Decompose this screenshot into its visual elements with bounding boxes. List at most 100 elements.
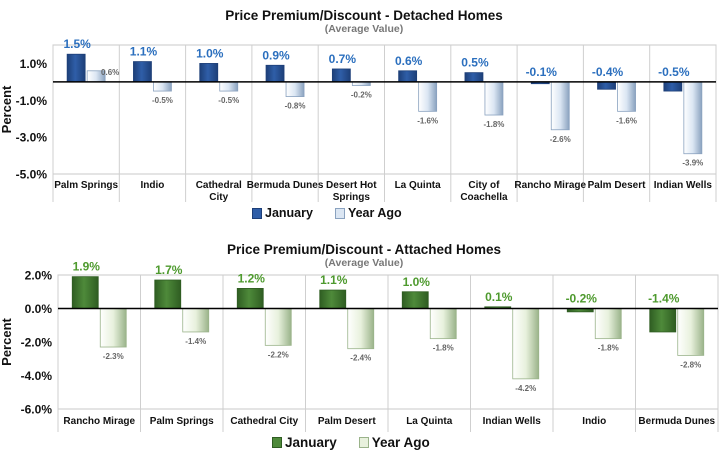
bar-year-ago — [683, 81, 703, 155]
data-label-year-ago: -2.3% — [103, 352, 124, 361]
chart-subtitle: (Average Value) — [324, 23, 404, 35]
detached-homes-chart: Price Premium/Discount - Detached Homes … — [0, 8, 717, 220]
bar-year-ago — [418, 81, 438, 112]
category-label: Indio — [141, 180, 165, 191]
legend-item-year-ago: Year Ago — [334, 206, 402, 220]
data-label-year-ago: -2.6% — [550, 135, 571, 144]
y-tick-label: 1.0% — [20, 57, 48, 71]
data-label-january: 0.9% — [262, 48, 290, 62]
bar-january — [71, 276, 99, 309]
bar-year-ago — [219, 81, 239, 92]
data-label-january: 1.0% — [403, 275, 431, 289]
data-label-january: 1.7% — [155, 263, 183, 277]
category-label: Desert Hot — [326, 180, 377, 191]
category-label: Coachella — [460, 192, 508, 203]
data-label-year-ago: -4.2% — [515, 384, 536, 393]
data-label-year-ago: -0.2% — [351, 91, 372, 100]
bar-january — [236, 288, 264, 309]
chart-subtitle: (Average Value) — [324, 257, 404, 269]
legend-label-january: January — [285, 435, 337, 450]
y-tick-label: 2.0% — [25, 269, 53, 283]
bar-year-ago — [677, 308, 705, 356]
category-label: Rancho Mirage — [514, 180, 586, 191]
category-label: Indian Wells — [654, 180, 713, 191]
data-label-january: 0.7% — [329, 52, 357, 66]
bar-january — [331, 68, 351, 83]
category-label: Palm Springs — [150, 416, 214, 427]
y-tick-label: -6.0% — [21, 403, 53, 417]
legend-swatch-year-ago — [334, 207, 345, 219]
bar-year-ago — [153, 81, 172, 92]
data-label-january: 1.1% — [130, 45, 158, 59]
bar-january — [649, 308, 677, 333]
bar-january — [154, 279, 182, 309]
data-label-january: 1.5% — [63, 37, 91, 51]
data-label-year-ago: -0.8% — [285, 102, 306, 111]
data-label-year-ago: -1.4% — [185, 337, 206, 346]
legend-item-year-ago: Year Ago — [358, 435, 430, 450]
bar-january — [597, 81, 616, 90]
data-label-january: 0.1% — [485, 290, 513, 304]
bar-january — [401, 291, 429, 309]
data-label-january: -0.1% — [526, 65, 558, 79]
legend-label-year-ago: Year Ago — [347, 206, 402, 220]
data-label-year-ago: -0.5% — [152, 96, 173, 105]
data-label-january: -0.2% — [566, 292, 598, 306]
data-label-year-ago: -1.8% — [433, 344, 454, 353]
data-label-year-ago: -2.2% — [268, 350, 289, 359]
attached-homes-chart: Price Premium/Discount - Attached Homes … — [0, 236, 728, 456]
category-label: Springs — [333, 192, 371, 203]
legend-label-year-ago: Year Ago — [371, 435, 430, 450]
data-label-year-ago: -1.8% — [598, 344, 619, 353]
legend-item-january: January — [252, 206, 313, 220]
legend-swatch-january — [272, 437, 282, 448]
chart-title: Price Premium/Discount - Detached Homes — [225, 8, 503, 23]
category-label: City of — [468, 180, 500, 191]
legend-swatch-year-ago — [358, 437, 369, 448]
data-label-year-ago: -1.6% — [616, 116, 637, 125]
data-label-january: 1.0% — [196, 46, 224, 60]
data-label-year-ago: -1.8% — [483, 120, 504, 129]
data-label-january: 1.1% — [320, 273, 348, 287]
bar-year-ago — [550, 81, 570, 131]
data-label-year-ago: -0.5% — [218, 96, 239, 105]
bar-january — [199, 63, 219, 83]
data-label-january: -0.5% — [658, 65, 690, 79]
data-label-january: 0.5% — [461, 56, 489, 70]
y-tick-label: -2.0% — [21, 336, 53, 350]
legend-label-january: January — [265, 206, 313, 220]
category-label: Palm Desert — [588, 180, 646, 191]
category-label: Palm Springs — [54, 180, 118, 191]
data-label-year-ago: 0.6% — [101, 68, 119, 77]
category-label: Rancho Mirage — [63, 416, 135, 427]
bar-january — [398, 70, 418, 83]
data-label-january: 1.9% — [73, 260, 101, 274]
data-label-year-ago: -2.4% — [350, 354, 371, 363]
bar-year-ago — [99, 308, 127, 348]
category-label: Bermuda Dunes — [247, 180, 324, 191]
category-label: Palm Desert — [318, 416, 376, 427]
bar-year-ago — [429, 308, 457, 340]
category-label: City — [209, 192, 228, 203]
bar-year-ago — [264, 308, 292, 346]
bar-year-ago — [594, 308, 622, 340]
bar-year-ago — [285, 81, 305, 97]
y-tick-label: -5.0% — [16, 168, 48, 182]
category-label: Cathedral — [196, 180, 242, 191]
y-tick-label: -3.0% — [16, 131, 48, 145]
y-axis-label: Percent — [0, 317, 14, 365]
data-label-year-ago: -3.9% — [682, 159, 703, 168]
bar-year-ago — [484, 81, 504, 116]
data-label-january: 1.2% — [238, 271, 266, 285]
bar-january — [663, 81, 683, 92]
bar-january — [265, 64, 285, 83]
bar-year-ago — [617, 81, 636, 112]
chart-title: Price Premium/Discount - Attached Homes — [226, 242, 502, 257]
bar-january — [464, 72, 484, 83]
bar-january — [133, 61, 152, 83]
category-label: Indio — [582, 416, 606, 427]
legend-swatch-january — [252, 207, 262, 219]
bar-january — [66, 53, 86, 83]
legend: January Year Ago — [272, 435, 448, 450]
y-tick-label: 0.0% — [25, 302, 53, 316]
